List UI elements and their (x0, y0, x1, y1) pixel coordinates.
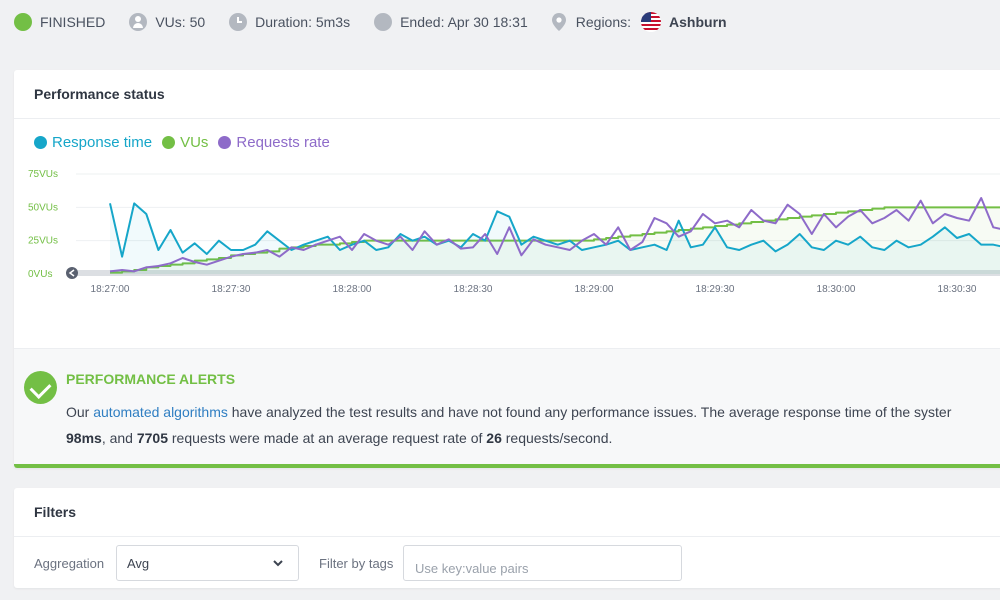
y-tick-label: 50VUs (28, 202, 58, 213)
legend-vus[interactable]: VUs (162, 134, 208, 151)
status-label: FINISHED (40, 14, 106, 30)
alerts-message: Our automated algorithms have analyzed t… (66, 399, 1000, 451)
x-axis-band (70, 270, 1000, 276)
duration-info: Duration: 5m3s (229, 13, 350, 31)
x-tick-label: 18:27:00 (91, 284, 130, 295)
status-dot-icon (14, 13, 32, 31)
performance-chart: 0VUs 25VUs 50VUs 75VUs 18:27:00 18:27:30 18:28… (28, 169, 1000, 295)
alerts-text-prefix: Our (66, 404, 94, 420)
axis-scroll-handle[interactable] (66, 267, 78, 279)
vus-area (110, 207, 1000, 274)
response-time-series-line (109, 202, 1000, 258)
alerts-line2-c: requests/second. (501, 430, 613, 446)
response-time-area (110, 203, 1000, 274)
filter-by-tags-label: Filter by tags (319, 556, 394, 571)
stop-icon (374, 13, 393, 31)
status-finished: FINISHED (14, 13, 105, 31)
performance-card: Performance status Response time VUs Req… (14, 70, 1000, 468)
legend-response-time[interactable]: Response time (34, 134, 152, 151)
aggregation-select[interactable]: Avg (116, 545, 299, 581)
aggregation-label: Aggregation (34, 556, 105, 571)
region-name: Ashburn (669, 14, 727, 30)
chevron-down-icon (273, 560, 283, 567)
regions-label: Regions: (575, 14, 632, 30)
y-tick-label: 25VUs (28, 236, 58, 247)
vus-label: VUs: 50 (155, 14, 206, 30)
y-tick-label: 75VUs (28, 169, 58, 180)
check-circle-icon (24, 371, 57, 404)
alerts-line2-a: , and (101, 430, 137, 446)
alerts-text-middle: have analyzed the test results and have … (227, 404, 952, 420)
clock-icon (229, 13, 248, 31)
x-tick-label: 18:29:00 (575, 284, 614, 295)
alerts-success-bar (14, 464, 1000, 468)
filters-card: Filters Aggregation Avg Filter by tags (14, 488, 1000, 588)
card-divider (14, 536, 1000, 537)
test-status-bar: FINISHED VUs: 50 Duration: 5m3s Ended: A… (0, 0, 1000, 44)
automated-algorithms-link[interactable]: automated algorithms (93, 404, 228, 420)
regions-info: Regions: Ashburn (551, 12, 727, 32)
requests-rate-series-line (109, 197, 1000, 273)
us-flag-icon (641, 12, 662, 32)
location-pin-icon (551, 13, 566, 31)
performance-title: Performance status (34, 86, 165, 102)
card-divider (14, 118, 1000, 119)
ended-label: Ended: Apr 30 18:31 (400, 14, 528, 30)
vus-info: VUs: 50 (129, 13, 205, 31)
avg-response-value: 98ms (66, 430, 102, 446)
x-tick-label: 18:30:30 (938, 284, 977, 295)
x-tick-label: 18:29:30 (696, 284, 735, 295)
request-rate-value: 26 (486, 430, 502, 446)
alerts-title: PERFORMANCE ALERTS (66, 371, 236, 387)
x-tick-label: 18:28:30 (454, 284, 493, 295)
legend-requests-rate-label: Requests rate (236, 134, 330, 151)
requests-count-value: 7705 (136, 430, 168, 446)
aggregation-value: Avg (127, 556, 150, 571)
ended-info: Ended: Apr 30 18:31 (374, 13, 528, 31)
chart-legend: Response time VUs Requests rate (34, 134, 340, 151)
alerts-line2-b: requests were made at an average request… (168, 430, 487, 446)
legend-requests-rate[interactable]: Requests rate (218, 134, 330, 151)
tags-filter-input[interactable] (403, 545, 682, 581)
x-tick-label: 18:30:00 (817, 284, 856, 295)
filters-title: Filters (34, 504, 77, 520)
legend-response-time-swatch (34, 136, 47, 149)
x-tick-label: 18:28:00 (333, 284, 372, 295)
chevron-left-icon (68, 269, 75, 277)
duration-label: Duration: 5m3s (255, 14, 351, 30)
legend-response-time-label: Response time (52, 134, 153, 151)
legend-vus-swatch (162, 136, 176, 149)
legend-vus-label: VUs (180, 134, 209, 151)
x-tick-label: 18:27:30 (212, 284, 251, 295)
legend-requests-rate-swatch (218, 136, 232, 149)
performance-alerts: PERFORMANCE ALERTS Our automated algorit… (14, 348, 1000, 468)
user-icon (129, 13, 148, 31)
y-tick-label: 0VUs (28, 269, 52, 280)
